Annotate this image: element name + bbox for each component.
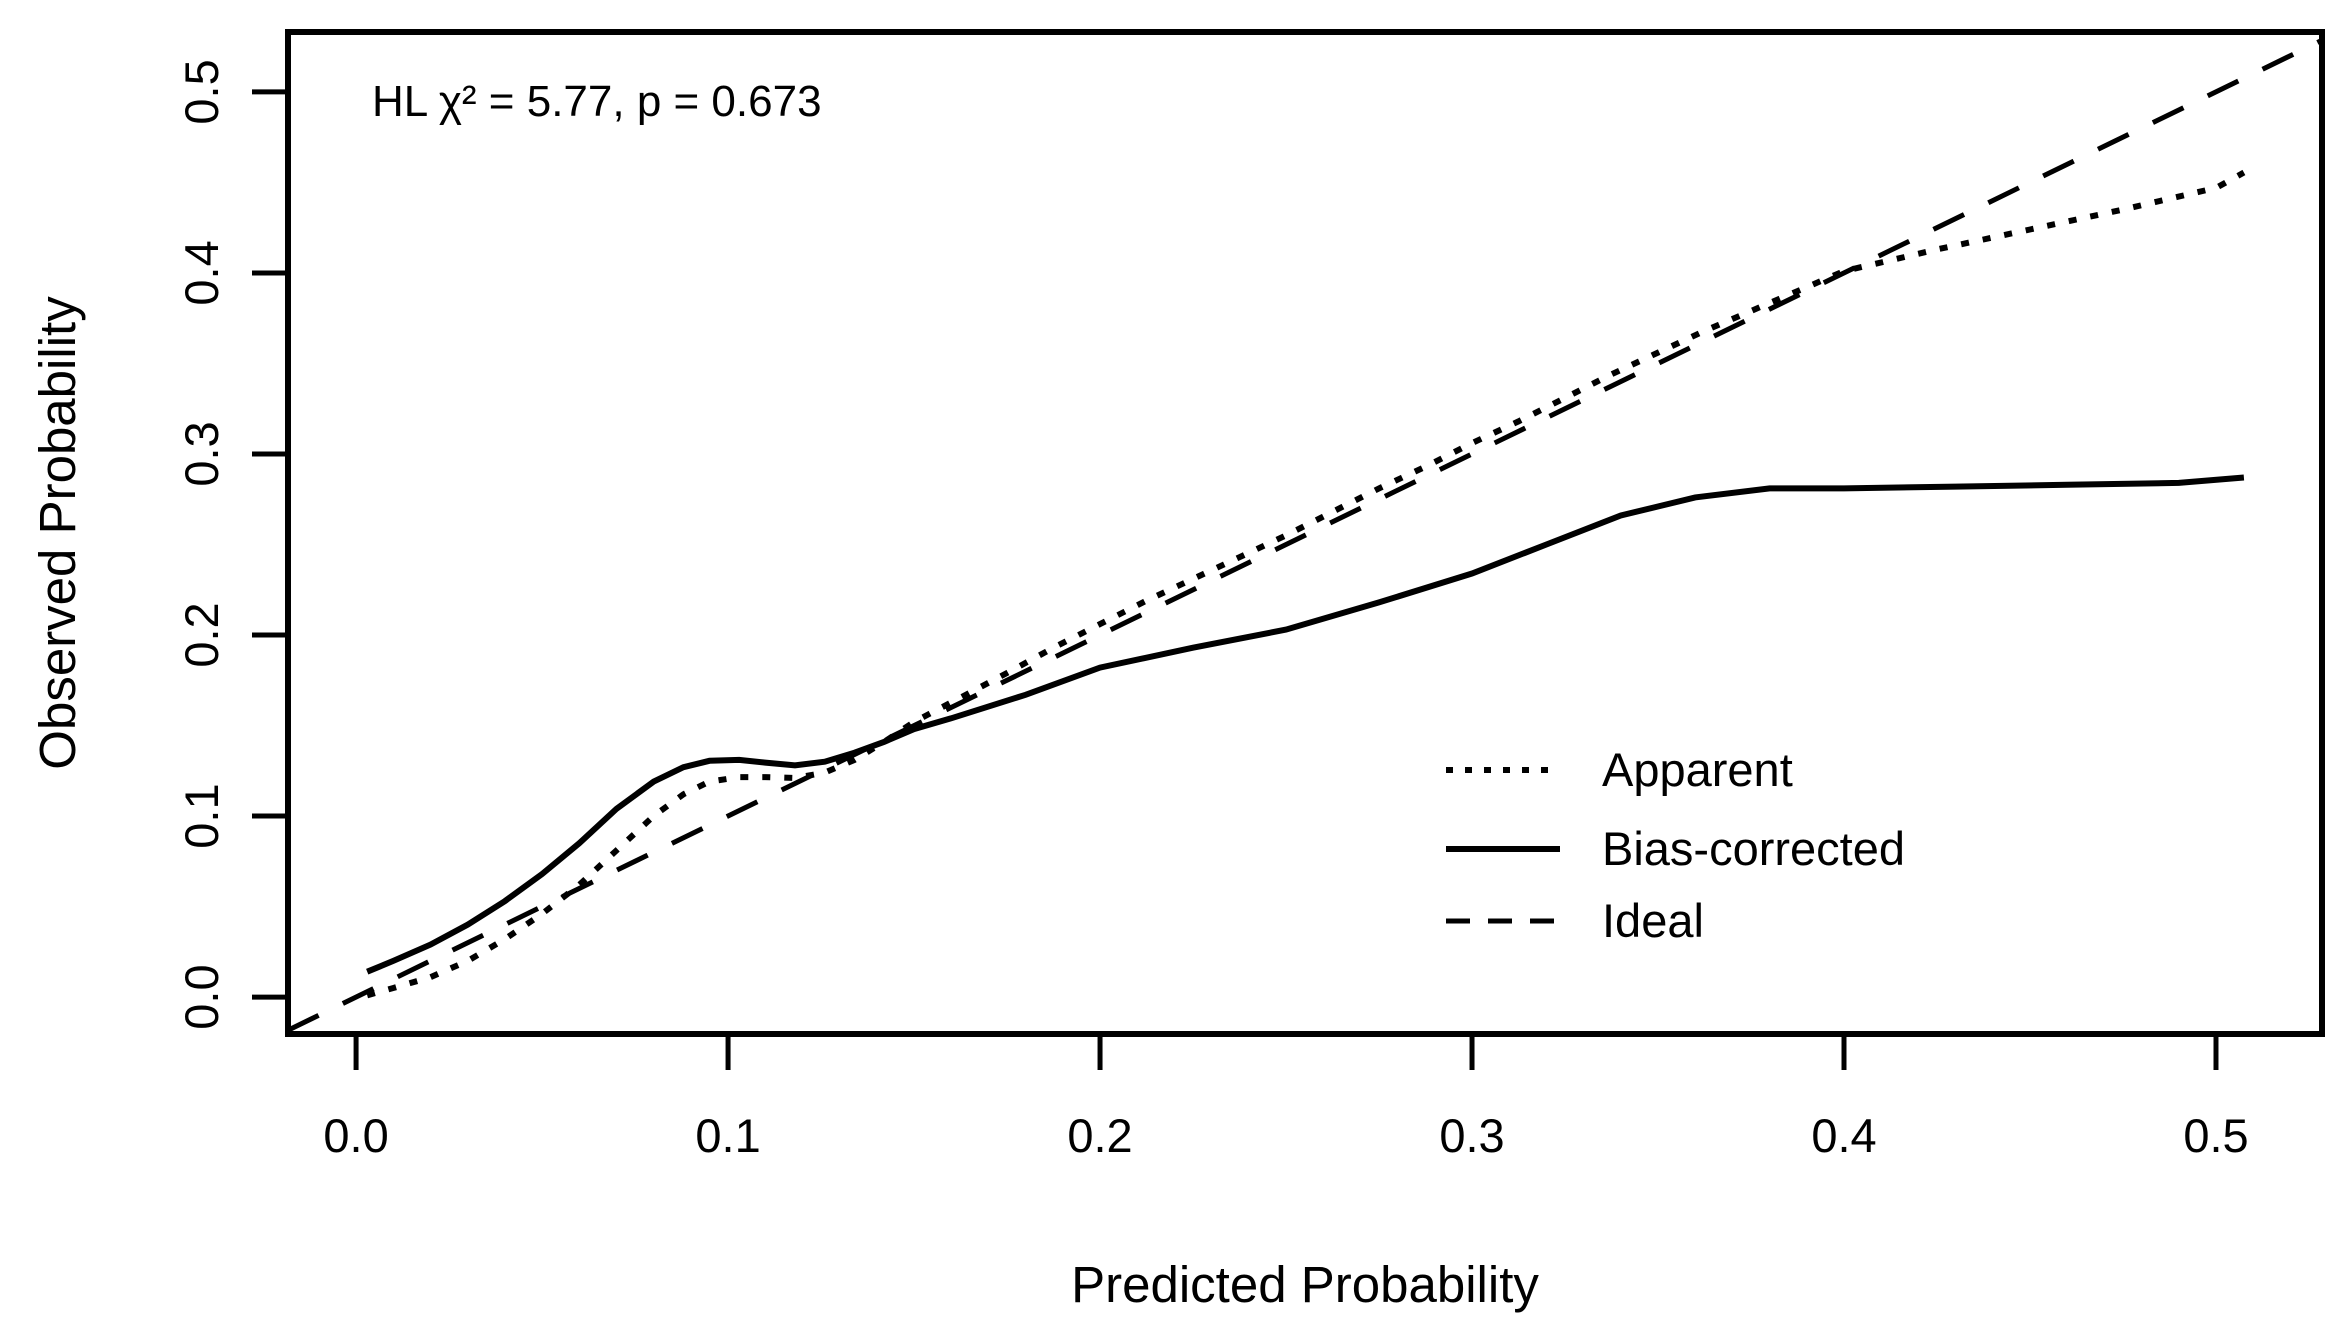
x-axis-tick-label: 0.3 — [1439, 1109, 1504, 1162]
y-axis-title: Observed Probability — [29, 296, 86, 770]
legend-label-2: Ideal — [1602, 894, 1704, 947]
x-axis-tick-label: 0.5 — [2183, 1109, 2248, 1162]
hl-statistic-annotation: HL χ² = 5.77, p = 0.673 — [372, 77, 822, 126]
y-axis-tick-label: 0.5 — [175, 59, 228, 124]
y-axis-tick-label: 0.3 — [175, 421, 228, 486]
legend-label-0: Apparent — [1602, 743, 1793, 796]
plot-border — [285, 29, 2325, 1037]
y-axis-tick-label: 0.1 — [175, 783, 228, 848]
x-axis-tick-label: 0.1 — [695, 1109, 760, 1162]
ideal-curve — [286, 38, 2324, 1033]
bias-corrected-curve — [366, 474, 2245, 975]
apparent-curve — [366, 169, 2246, 999]
x-axis-tick-label: 0.0 — [323, 1109, 388, 1162]
y-axis-tick-label: 0.2 — [175, 602, 228, 667]
x-axis-tick-label: 0.4 — [1811, 1109, 1876, 1162]
x-axis-tick-label: 0.2 — [1067, 1109, 1132, 1162]
x-axis-title: Predicted Probability — [1071, 1256, 1539, 1313]
y-axis-tick-label: 0.0 — [175, 964, 228, 1029]
legend-label-1: Bias-corrected — [1602, 822, 1905, 875]
y-axis-tick-label: 0.4 — [175, 240, 228, 305]
